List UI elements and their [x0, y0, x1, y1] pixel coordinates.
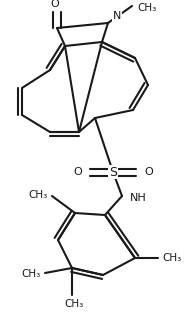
Text: CH₃: CH₃	[29, 190, 48, 200]
Text: CH₃: CH₃	[22, 269, 41, 279]
Text: CH₃: CH₃	[162, 253, 181, 263]
Text: O: O	[73, 167, 82, 177]
Text: S: S	[109, 166, 117, 179]
Text: O: O	[51, 0, 59, 9]
Text: CH₃: CH₃	[64, 299, 84, 309]
Text: N: N	[113, 11, 121, 21]
Text: NH: NH	[130, 193, 147, 203]
Text: CH₃: CH₃	[137, 3, 156, 13]
Text: O: O	[144, 167, 153, 177]
